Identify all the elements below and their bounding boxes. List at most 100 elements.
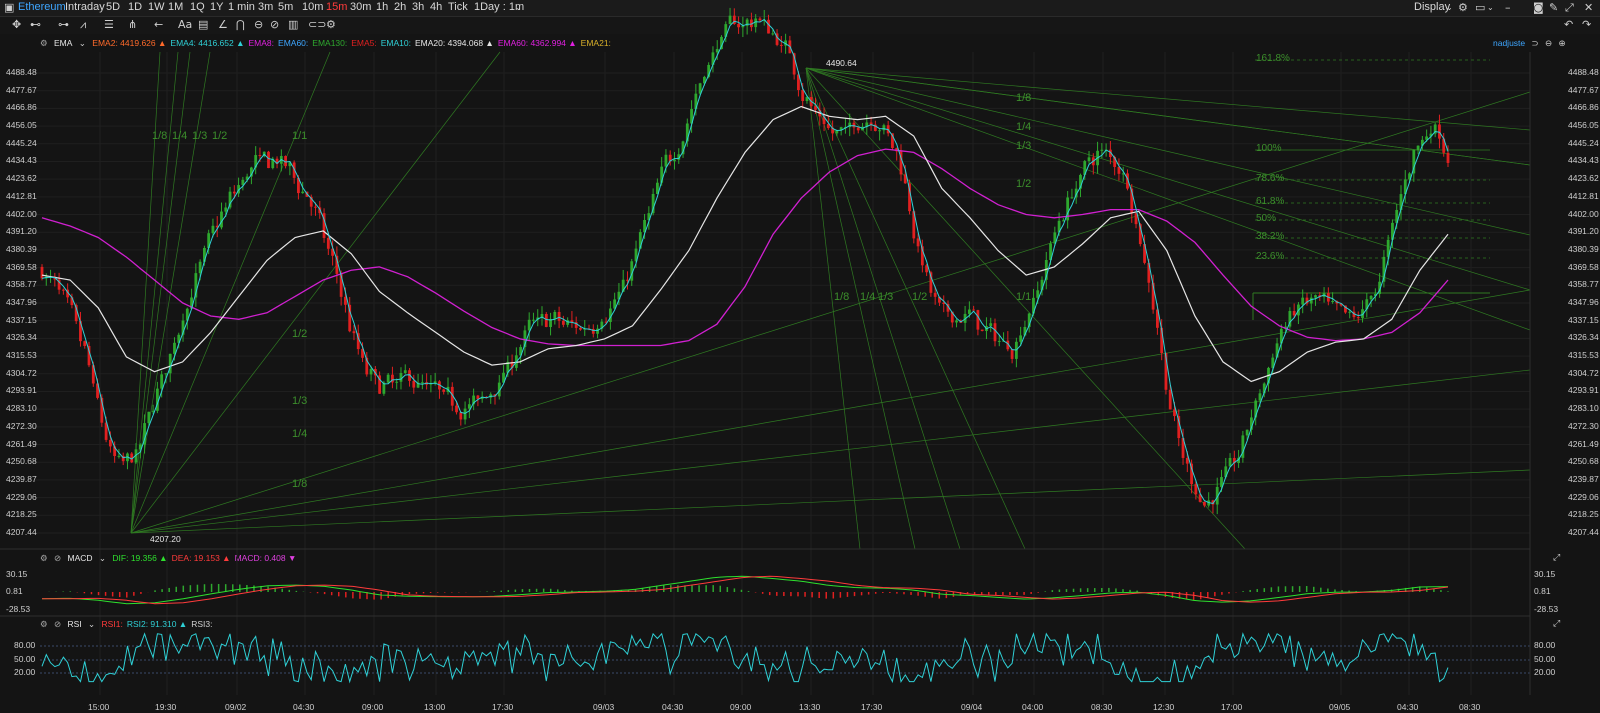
timeframe-1h[interactable]: 1h xyxy=(376,1,389,13)
undo-icon[interactable]: ↶ xyxy=(1564,18,1574,31)
settings-gear-icon[interactable]: ⚙ xyxy=(40,39,48,49)
candle-body xyxy=(258,155,262,157)
timeframe-tick[interactable]: Tick xyxy=(448,1,468,13)
expand-icon[interactable]: ⤢ xyxy=(1553,619,1561,629)
hide-icon[interactable]: ⊘ xyxy=(54,620,62,630)
period-select[interactable]: 1Day : 1m xyxy=(474,1,525,13)
pencil-icon[interactable]: ✎ xyxy=(1549,1,1559,14)
ema_legend-item[interactable]: EMA5: xyxy=(351,38,377,48)
timeframe-2h[interactable]: 2h xyxy=(394,1,407,13)
rsi_legend-item[interactable]: RSI2: 91.310 ▲ xyxy=(126,619,188,629)
chevron-down-icon[interactable]: ⌄ xyxy=(515,3,522,12)
hide-icon[interactable]: ⊘ xyxy=(54,554,62,564)
timeframe-4h[interactable]: 4h xyxy=(430,1,443,13)
settings-gear-icon[interactable]: ⚙ xyxy=(1458,1,1468,14)
timeframe-15m[interactable]: 15m xyxy=(326,1,348,13)
add-icon[interactable]: ⊕ xyxy=(1558,39,1566,49)
ema_legend-item[interactable]: EMA10: xyxy=(380,38,412,48)
candle-body xyxy=(587,328,591,330)
comment-icon[interactable]: ▤ xyxy=(198,18,209,31)
macd_legend-item[interactable]: DEA: 19.153 ▲ xyxy=(171,553,231,563)
channel-tool-icon[interactable]: ⊶ xyxy=(58,18,69,31)
candle-body xyxy=(79,321,82,342)
macd_legend-item[interactable]: DIF: 19.356 ▲ xyxy=(112,553,168,563)
timeframe-30m[interactable]: 30m xyxy=(350,1,372,13)
candle-body xyxy=(382,382,386,394)
chevron-down-icon[interactable]: ⌄ xyxy=(78,39,86,49)
rsi_legend-item[interactable]: RSI3: xyxy=(191,619,213,629)
expand-icon[interactable]: ⤢ xyxy=(1553,553,1561,563)
timeframe-1q[interactable]: 1Q xyxy=(190,1,205,13)
macd-legend-name[interactable]: MACD xyxy=(67,553,93,563)
timeframe-1m[interactable]: 1M xyxy=(168,1,184,13)
settings-icon[interactable]: ⚙ xyxy=(326,18,336,31)
rsi_legend-item[interactable]: RSI1: xyxy=(101,619,123,629)
timeframe-1y[interactable]: 1Y xyxy=(210,1,224,13)
ema_legend-item[interactable]: EMA21: xyxy=(580,38,611,48)
price-tick-left: 4488.48 xyxy=(6,67,37,77)
macd_legend-item[interactable]: MACD: 0.408 ▼ xyxy=(234,553,297,563)
chevron-down-icon[interactable]: ⌄ xyxy=(1487,3,1494,12)
ema_legend-item[interactable]: EMA130: xyxy=(312,38,348,48)
candle-body xyxy=(1344,305,1347,313)
redo-icon[interactable]: ↷ xyxy=(1582,18,1592,31)
pattern-tool-icon[interactable]: ⋔ xyxy=(128,18,138,31)
timeframe-intraday[interactable]: Intraday xyxy=(65,1,105,13)
reset-icon[interactable]: ⊃ xyxy=(1531,39,1539,49)
arrow-left-icon[interactable]: ← xyxy=(154,18,164,31)
timeframe-1-min[interactable]: 1 min xyxy=(228,1,255,13)
price-tick-right: 4369.58 xyxy=(1568,261,1599,272)
close-icon[interactable]: ✕ xyxy=(1584,1,1594,14)
ema_legend-item[interactable]: EMA2: 4419.626 ▲ xyxy=(92,38,167,48)
timeframe-3h[interactable]: 3h xyxy=(412,1,425,13)
text-tool-icon[interactable]: Aa xyxy=(178,18,193,31)
ema_legend-item[interactable]: EMA4: 4416.652 ▲ xyxy=(170,38,245,48)
trash-icon[interactable]: ▥ xyxy=(288,18,299,31)
angle-icon[interactable]: ∠ xyxy=(218,18,228,31)
trend-tool-icon[interactable]: ⩘ xyxy=(80,18,87,31)
candle-body xyxy=(959,320,963,323)
timeframe-5d[interactable]: 5D xyxy=(106,1,121,13)
panel-toggle-icon[interactable]: ▣ xyxy=(4,1,15,14)
chevron-down-icon[interactable]: ⌄ xyxy=(88,620,96,630)
chevron-down-icon[interactable]: ⌄ xyxy=(1446,3,1453,12)
move-icon[interactable]: ✥ xyxy=(12,18,22,31)
candle-body xyxy=(809,97,813,107)
ema_legend-item[interactable]: EMA8: xyxy=(248,38,275,48)
ema_legend-item[interactable]: EMA20: 4394.068 ▲ xyxy=(415,38,494,48)
symbol-title[interactable]: Ethereum xyxy=(18,1,66,13)
line-tool-icon[interactable]: ⊷ xyxy=(30,18,41,31)
adjust-label[interactable]: nadjuste xyxy=(1493,38,1526,48)
fan-line xyxy=(805,67,861,550)
candle-body xyxy=(335,255,339,274)
timeframe-10m[interactable]: 10m xyxy=(302,1,324,13)
chevron-down-icon[interactable]: ⌄ xyxy=(98,554,107,564)
minimize-icon[interactable]: ⊖ xyxy=(1545,39,1553,49)
ema-legend-name[interactable]: EMA xyxy=(54,38,73,48)
candle-body xyxy=(873,124,877,131)
settings-gear-icon[interactable]: ⚙ xyxy=(40,620,48,630)
rsi-legend-name[interactable]: RSI xyxy=(67,619,82,629)
dash-icon[interactable]: – xyxy=(1505,1,1511,14)
candle-body xyxy=(237,185,240,194)
camera-icon[interactable]: ◙ xyxy=(1533,1,1544,14)
display-menu[interactable]: Display xyxy=(1414,1,1451,13)
lock-icon[interactable]: ⊖ xyxy=(254,18,264,31)
timeframe-3m[interactable]: 3m xyxy=(258,1,274,13)
timeframe-5m[interactable]: 5m xyxy=(278,1,294,13)
time-tick: 09/03 xyxy=(593,702,615,712)
ema_legend-item[interactable]: EMA60: xyxy=(278,38,309,48)
timeframe-1w[interactable]: 1W xyxy=(148,1,165,13)
timeframe-1d[interactable]: 1D xyxy=(128,1,143,13)
candle-body xyxy=(660,166,664,183)
link-icon[interactable]: ⊂⊃ xyxy=(308,18,327,31)
candle-body xyxy=(698,83,702,94)
fullscreen-icon[interactable]: ⤢ xyxy=(1565,1,1574,14)
fib-tool-icon[interactable]: ☰ xyxy=(104,18,114,31)
settings-gear-icon[interactable]: ⚙ xyxy=(40,554,48,564)
ema_legend-item[interactable]: EMA60: 4362.994 ▲ xyxy=(497,38,577,48)
magnet-icon[interactable]: ⋂ xyxy=(236,18,246,31)
window-icon[interactable]: ▭ xyxy=(1475,1,1486,14)
hide-icon[interactable]: ⊘ xyxy=(270,18,280,31)
